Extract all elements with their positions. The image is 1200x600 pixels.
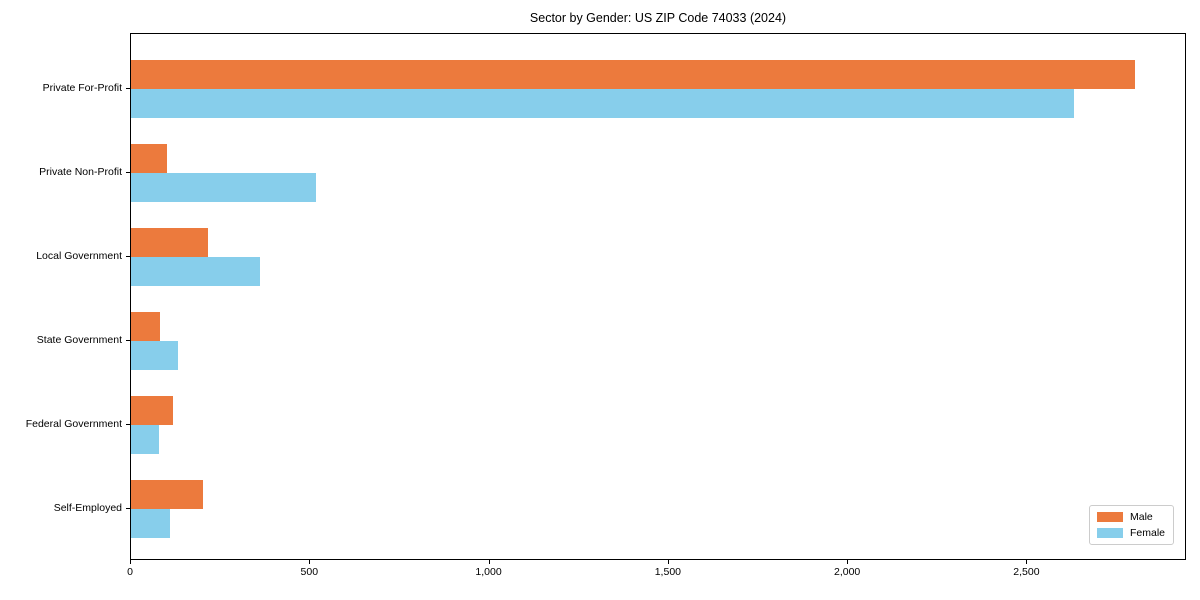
bar-male-3 (131, 228, 208, 257)
x-axis-tick-label-2: 500 (300, 566, 319, 578)
y-axis-label-2: Private Non-Profit (39, 166, 122, 178)
x-axis-tick-label-1: 0 (127, 566, 133, 578)
bar-female-1 (131, 89, 1074, 118)
legend-label-female: Female (1130, 527, 1166, 539)
legend-entry-female: Female (1097, 527, 1165, 539)
y-axis-label-4: State Government (36, 334, 122, 346)
legend-swatch-male (1097, 512, 1123, 522)
legend-entry-male: Male (1097, 511, 1165, 523)
x-axis-tick (667, 560, 669, 564)
x-axis-tick (130, 560, 131, 564)
bar-male-5 (131, 396, 173, 425)
legend: Male Female (1089, 505, 1175, 545)
x-axis-tick-label-6: 2,500 (1013, 566, 1040, 578)
x-axis-tick (309, 560, 311, 564)
y-axis-tick (126, 256, 130, 257)
bar-female-6 (131, 509, 170, 538)
y-axis-label-1: Private For-Profit (42, 82, 122, 94)
x-axis-tick (847, 560, 849, 564)
bar-male-4 (131, 312, 160, 341)
bar-female-2 (131, 173, 316, 202)
bar-male-6 (131, 480, 203, 509)
y-axis-label-3: Local Government (36, 250, 122, 262)
y-axis-tick (126, 172, 130, 173)
legend-label-male: Male (1130, 511, 1153, 523)
legend-swatch-female (1097, 528, 1123, 538)
y-axis-label-6: Self-Employed (53, 502, 122, 514)
y-axis-tick (126, 88, 130, 89)
bar-female-5 (131, 425, 159, 454)
chart-title: Sector by Gender: US ZIP Code 74033 (202… (529, 11, 787, 25)
y-axis-label-5: Federal Government (25, 418, 122, 430)
x-axis-tick (1026, 560, 1028, 564)
x-axis-tick-label-3: 1,000 (475, 566, 502, 578)
x-axis-tick-label-4: 1,500 (654, 566, 681, 578)
bar-male-2 (131, 144, 167, 173)
y-axis-tick (126, 508, 130, 509)
x-axis-tick-label-5: 2,000 (834, 566, 861, 578)
bar-female-3 (131, 257, 260, 286)
bar-male-1 (131, 60, 1135, 89)
y-axis-tick (126, 424, 130, 425)
bar-female-4 (131, 341, 178, 370)
y-axis-tick (126, 340, 130, 341)
x-axis-tick (488, 560, 490, 564)
plot-area (130, 33, 1186, 560)
